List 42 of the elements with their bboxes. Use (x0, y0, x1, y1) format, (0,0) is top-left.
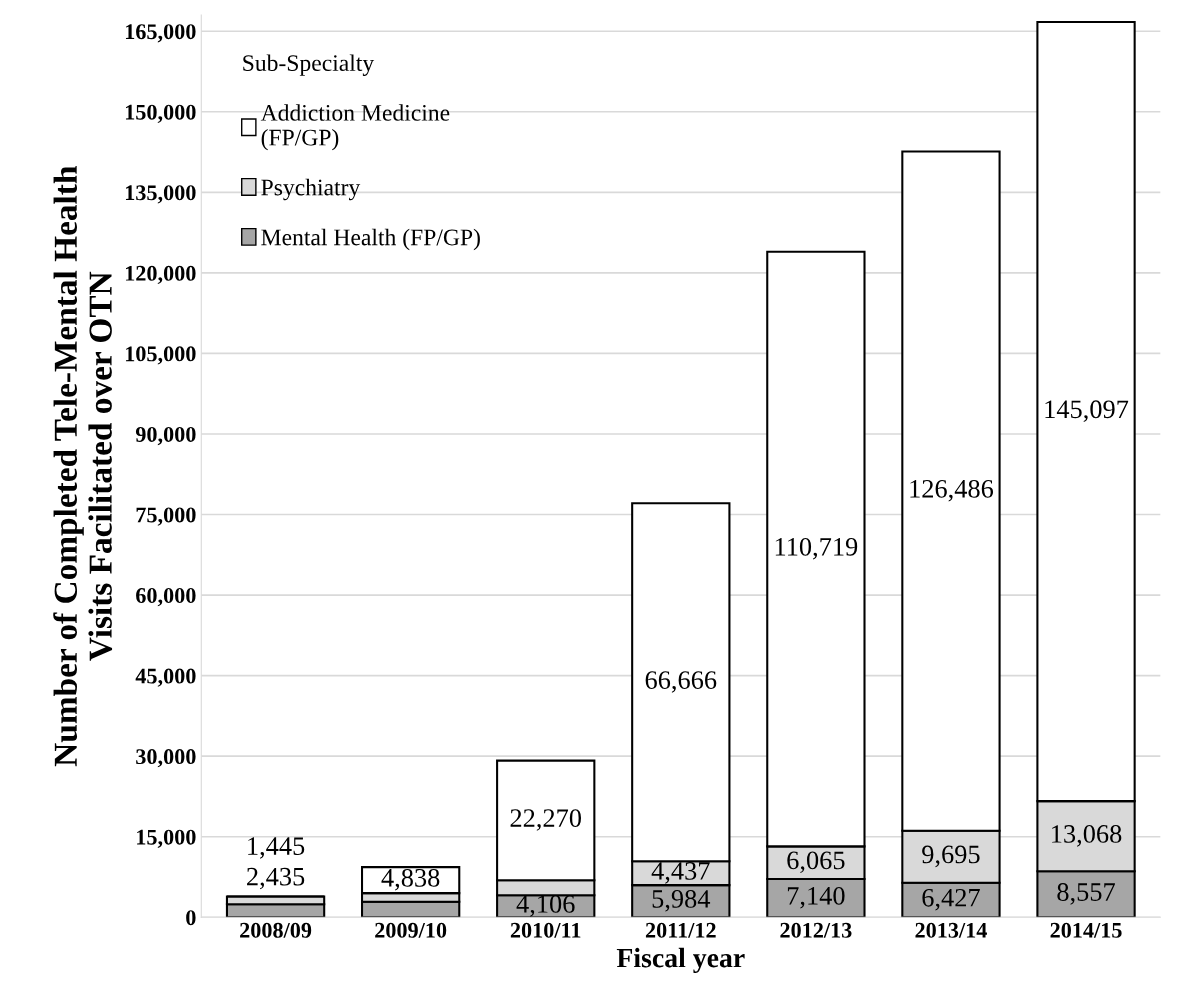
data-label: 126,486 (910, 479, 994, 502)
y-tick-label: 90,000 (135, 426, 196, 446)
x-tick-label: 2008/09 (240, 922, 312, 938)
x-tick-label: 2013/14 (915, 922, 987, 938)
data-label: 22,270 (510, 809, 581, 831)
y-tick-label: 15,000 (137, 829, 196, 848)
y-tick-label: 30,000 (136, 749, 196, 768)
y-tick-label: 135,000 (125, 185, 196, 204)
data-label: 13,068 (1052, 825, 1122, 847)
y-axis-title: Number of Completed Tele-Mental Health Visits Facilitated over OTN (53, 166, 113, 767)
x-tick-label: 2009/10 (375, 922, 447, 938)
data-label: 6,427 (922, 888, 980, 911)
y-tick-label: 150,000 (125, 104, 196, 123)
y-tick-label: 45,000 (135, 668, 196, 687)
data-label: 66,666 (645, 671, 717, 693)
legend-title: Sub-Specialty (243, 54, 375, 76)
data-label: 4,106 (516, 895, 575, 917)
y-tick-label: 0 (186, 910, 196, 926)
x-tick-label: 2011/12 (645, 922, 716, 938)
data-label: 4,838 (381, 868, 440, 891)
y-tick-label: 165,000 (125, 24, 196, 43)
y-tick-label: 120,000 (125, 265, 196, 285)
data-label: 9,695 (922, 845, 980, 868)
data-label: 5,984 (652, 890, 711, 912)
y-tick-label: 105,000 (125, 346, 196, 365)
data-label: 145,097 (1045, 400, 1129, 422)
legend-label: Addiction Medicine (FP/GP) (260, 104, 450, 151)
data-label: 1,445 (248, 837, 305, 859)
data-label: 4,437 (651, 862, 710, 884)
legend-label: Psychiatry (261, 178, 361, 201)
y-tick-label: 60,000 (136, 588, 196, 607)
y-tick-label: 75,000 (136, 507, 196, 526)
data-label: 7,140 (787, 886, 845, 909)
data-label: 8,557 (1057, 883, 1115, 905)
data-label: 110,719 (775, 537, 858, 560)
legend-label: Mental Health (FP/GP) (261, 228, 480, 251)
x-tick-label: 2012/13 (780, 922, 852, 938)
x-axis-title: Fiscal year (616, 947, 745, 974)
data-label: 6,065 (787, 851, 845, 874)
data-label: 2,435 (247, 867, 305, 890)
x-tick-label: 2014/15 (1050, 922, 1122, 938)
x-tick-label: 2010/11 (510, 922, 581, 938)
